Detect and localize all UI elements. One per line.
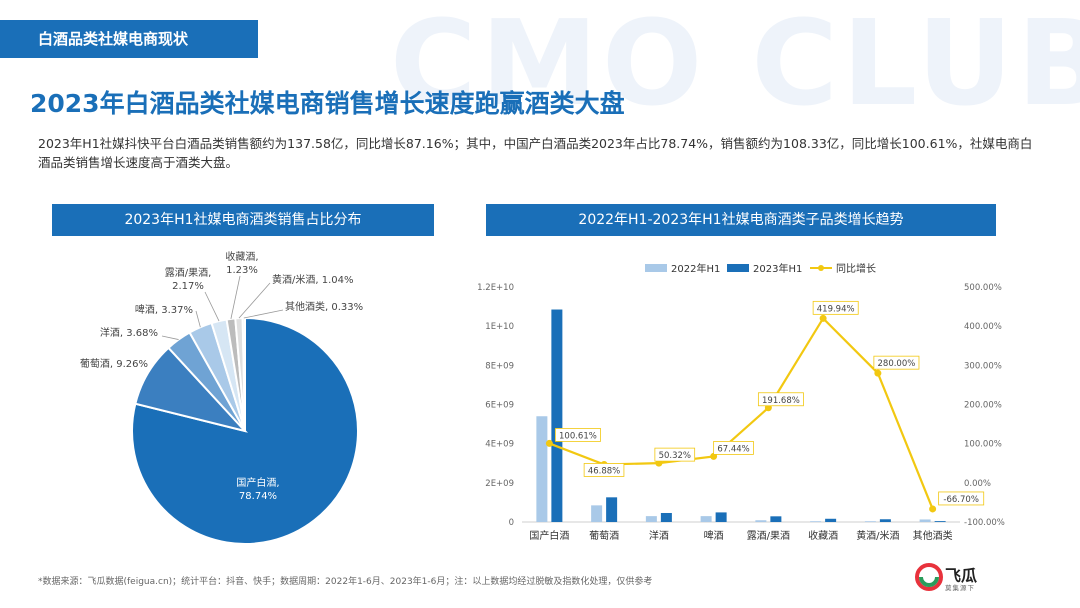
footnote: *数据来源：飞瓜数据(feigua.cn)；统计平台：抖音、快手；数据周期：20… — [38, 577, 653, 587]
summary-text: 2023年H1社媒抖快平台白酒品类销售额约为137.58亿，同比增长87.16%… — [38, 136, 1033, 170]
pie-leader-line — [238, 282, 271, 319]
growth-label-box — [654, 447, 696, 462]
bar-2023h1 — [551, 309, 563, 522]
bar-2022h1 — [919, 519, 931, 522]
pie-slice — [131, 316, 359, 545]
y2-tick-label: 100.00% — [964, 440, 1002, 450]
logo-tagline: 莫集源下 — [945, 584, 975, 592]
y-tick-label: 8E+09 — [485, 361, 514, 371]
bar-2022h1 — [645, 516, 657, 522]
y-tick-label: 4E+09 — [485, 440, 514, 450]
y2-tick-label: -100.00% — [964, 518, 1005, 528]
x-tick-label: 国产白酒 — [529, 529, 569, 542]
growth-data-label: 191.68% — [762, 396, 800, 406]
x-tick-label: 葡萄酒 — [589, 529, 619, 542]
watermark: CMO CLUB — [390, 0, 1080, 132]
legend-line-marker — [818, 265, 824, 271]
growth-label-box — [554, 428, 601, 442]
growth-data-label: 46.88% — [588, 466, 620, 476]
bar-2023h1 — [770, 516, 782, 522]
y-tick-label: 6E+09 — [485, 401, 514, 411]
growth-data-label: 67.44% — [717, 444, 749, 454]
y2-tick-label: 500.00% — [964, 283, 1002, 293]
x-tick-label: 啤酒 — [704, 530, 724, 542]
x-tick-label: 收藏酒 — [808, 529, 838, 542]
growth-label-box — [583, 463, 625, 477]
pie-slice-value: 1.23% — [226, 265, 258, 276]
pie-slice-value: 2.17% — [172, 281, 204, 292]
bar-2022h1 — [864, 521, 876, 522]
bar-2022h1 — [591, 505, 603, 522]
logo-name: 飞瓜 — [945, 566, 978, 585]
x-tick-label: 其他酒类 — [913, 529, 953, 542]
pie-chart: 国产白酒, 78.74% 葡萄酒, 9.26% 洋酒, 3.68% 啤酒, 3.37% 露… — [80, 250, 363, 545]
bar-2022h1 — [755, 520, 767, 522]
pie-leader-line — [195, 310, 201, 328]
feigua-logo-icon — [915, 563, 943, 591]
pie-slice-label: 露酒/果酒, — [165, 267, 212, 279]
pie-chart-header: 2023年H1社媒电商酒类销售占比分布 — [52, 204, 434, 236]
growth-point — [819, 314, 827, 322]
y-tick-label: 0 — [509, 518, 514, 528]
bar-chart-header: 2022年H1-2023年H1社媒电商酒类子品类增长趋势 — [486, 204, 996, 236]
bar-2023h1 — [660, 512, 672, 522]
pie-leader-line — [161, 335, 179, 340]
pie-slice-label: 收藏酒, — [225, 250, 258, 263]
bar-2023h1 — [879, 519, 891, 522]
growth-label-box — [757, 392, 804, 407]
y2-tick-label: 300.00% — [964, 361, 1002, 371]
bar-2022h1 — [810, 521, 822, 522]
x-tick-label: 露酒/果酒 — [747, 530, 790, 542]
y-tick-label: 1E+10 — [485, 322, 514, 332]
y-tick-label: 1.2E+10 — [477, 283, 514, 293]
y-tick-label: 2E+09 — [485, 479, 514, 489]
section-tag: 白酒品类社媒电商现状 — [0, 20, 258, 58]
growth-point — [545, 439, 553, 447]
bar-2022h1 — [700, 516, 712, 522]
pie-slice-label: 其他酒类, 0.33% — [285, 300, 363, 313]
pie-slice-label: 洋酒, 3.68% — [100, 326, 158, 339]
growth-data-label: 280.00% — [878, 359, 916, 369]
bar-2023h1 — [934, 521, 946, 522]
bar-2022h1 — [536, 416, 548, 522]
pie-slice-label: 啤酒, 3.37% — [135, 304, 193, 316]
growth-point — [874, 369, 882, 377]
pie-leader-line — [243, 309, 284, 319]
y2-tick-label: 0.00% — [964, 479, 991, 489]
legend-label: 2022年H1 — [671, 262, 720, 275]
bar-chart: 0 2E+09 4E+09 6E+09 8E+09 1E+10 1.2E+10 -100.00… — [477, 262, 1005, 542]
pie-leader-line — [230, 275, 241, 319]
x-tick-label: 黄酒/米酒 — [856, 529, 899, 542]
growth-label-box — [873, 355, 920, 370]
growth-data-label: 50.32% — [659, 451, 691, 461]
y2-tick-label: 200.00% — [964, 401, 1002, 411]
pie-slice-label: 葡萄酒, 9.26% — [80, 357, 148, 370]
growth-data-label: -66.70% — [943, 495, 978, 505]
legend-swatch-2023 — [727, 264, 749, 272]
bar-2023h1 — [606, 497, 618, 522]
growth-label-box — [713, 441, 754, 455]
x-tick-label: 洋酒 — [649, 529, 669, 542]
pie-slice-value: 78.74% — [239, 491, 277, 502]
growth-line — [548, 316, 934, 510]
growth-label-box — [812, 300, 859, 315]
pie-slice-label: 黄酒/米酒, 1.04% — [272, 273, 354, 286]
y2-tick-label: 400.00% — [964, 322, 1002, 332]
growth-point — [929, 505, 937, 513]
growth-label-box — [938, 491, 985, 506]
growth-data-label: 100.61% — [559, 431, 597, 441]
bar-2023h1 — [825, 518, 837, 522]
legend-label: 同比增长 — [836, 262, 876, 275]
pie-slice-label: 国产白酒, — [236, 476, 279, 489]
bar-2023h1 — [715, 512, 727, 522]
legend-swatch-2022 — [645, 264, 667, 272]
legend-label: 2023年H1 — [753, 262, 802, 275]
growth-data-label: 419.94% — [817, 304, 855, 314]
page-title: 2023年白酒品类社媒电商销售增长速度跑赢酒类大盘 — [30, 89, 625, 118]
pie-leader-line — [204, 291, 220, 322]
